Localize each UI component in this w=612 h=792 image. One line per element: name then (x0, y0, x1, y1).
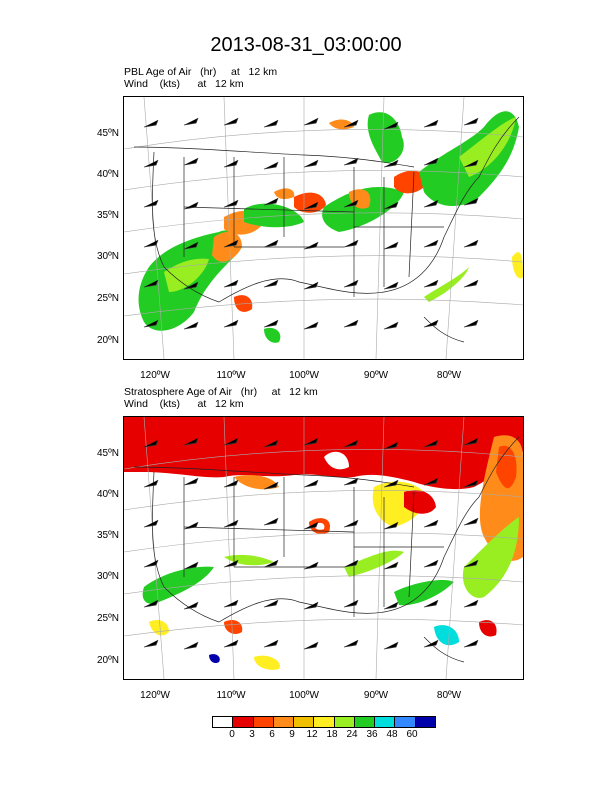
top-lat-25: 25ºN (97, 293, 119, 304)
legend-swatch (414, 717, 435, 727)
bottom-lon-80: 80ºW (436, 690, 462, 701)
top-panel-label-1: PBL Age of Air (hr) at 12 km (124, 66, 278, 78)
top-lat-40: 40ºN (97, 169, 119, 180)
bottom-lon-100: 100ºW (289, 690, 319, 701)
bottom-map-panel (123, 416, 524, 680)
legend-swatch (232, 717, 253, 727)
bottom-lon-90: 90ºW (363, 690, 389, 701)
legend-tick-36: 36 (366, 729, 378, 740)
strat-age-field (124, 417, 523, 670)
legend-tick-6: 6 (269, 729, 275, 740)
top-graticule (124, 97, 523, 359)
bottom-lon-110: 110ºW (216, 690, 246, 701)
top-lon-120: 120ºW (140, 370, 170, 381)
bottom-lat-30: 30ºN (97, 571, 119, 582)
legend-tick-18: 18 (326, 729, 338, 740)
bottom-map-svg (124, 417, 523, 679)
legend-tick-3: 3 (249, 729, 255, 740)
legend-tick-9: 9 (289, 729, 295, 740)
color-legend (212, 716, 436, 728)
bottom-lon-120: 120ºW (140, 690, 170, 701)
bottom-panel-label-1: Stratosphere Age of Air (hr) at 12 km (124, 386, 318, 398)
top-lon-90: 90ºW (363, 370, 389, 381)
bottom-wind-barbs (143, 437, 479, 650)
top-wind-barbs (143, 117, 479, 330)
bottom-graticule (124, 417, 523, 679)
legend-swatch (313, 717, 334, 727)
legend-tick-24: 24 (346, 729, 358, 740)
legend-tick-0: 0 (229, 729, 235, 740)
legend-swatch (252, 717, 273, 727)
legend-swatch (293, 717, 314, 727)
top-lat-45: 45ºN (97, 128, 119, 139)
plot-title: 2013-08-31_03:00:00 (210, 34, 402, 56)
top-lat-20: 20ºN (97, 335, 119, 346)
legend-tick-12: 12 (306, 729, 318, 740)
bottom-lat-40: 40ºN (97, 489, 119, 500)
pbl-age-field (138, 111, 523, 343)
legend-tick-60: 60 (406, 729, 418, 740)
top-lon-110: 110ºW (216, 370, 246, 381)
bottom-lat-25: 25ºN (97, 613, 119, 624)
legend-swatch (272, 717, 294, 727)
top-lon-80: 80ºW (436, 370, 462, 381)
top-lat-30: 30ºN (97, 251, 119, 262)
bottom-boundaries (133, 436, 520, 663)
bottom-lat-45: 45ºN (97, 448, 119, 459)
legend-swatch (353, 717, 375, 727)
top-lat-35: 35ºN (97, 210, 119, 221)
legend-swatch (333, 717, 354, 727)
legend-tick-48: 48 (386, 729, 398, 740)
bottom-lat-20: 20ºN (97, 655, 119, 666)
top-map-svg (124, 97, 523, 359)
bottom-lat-35: 35ºN (97, 530, 119, 541)
top-lon-100: 100ºW (289, 370, 319, 381)
top-map-panel (123, 96, 524, 360)
legend-swatch (213, 717, 233, 727)
bottom-panel-label-2: Wind (kts) at 12 km (124, 398, 244, 410)
top-boundaries (133, 116, 520, 343)
legend-swatch (394, 717, 415, 727)
legend-swatch (374, 717, 395, 727)
top-panel-label-2: Wind (kts) at 12 km (124, 78, 244, 90)
